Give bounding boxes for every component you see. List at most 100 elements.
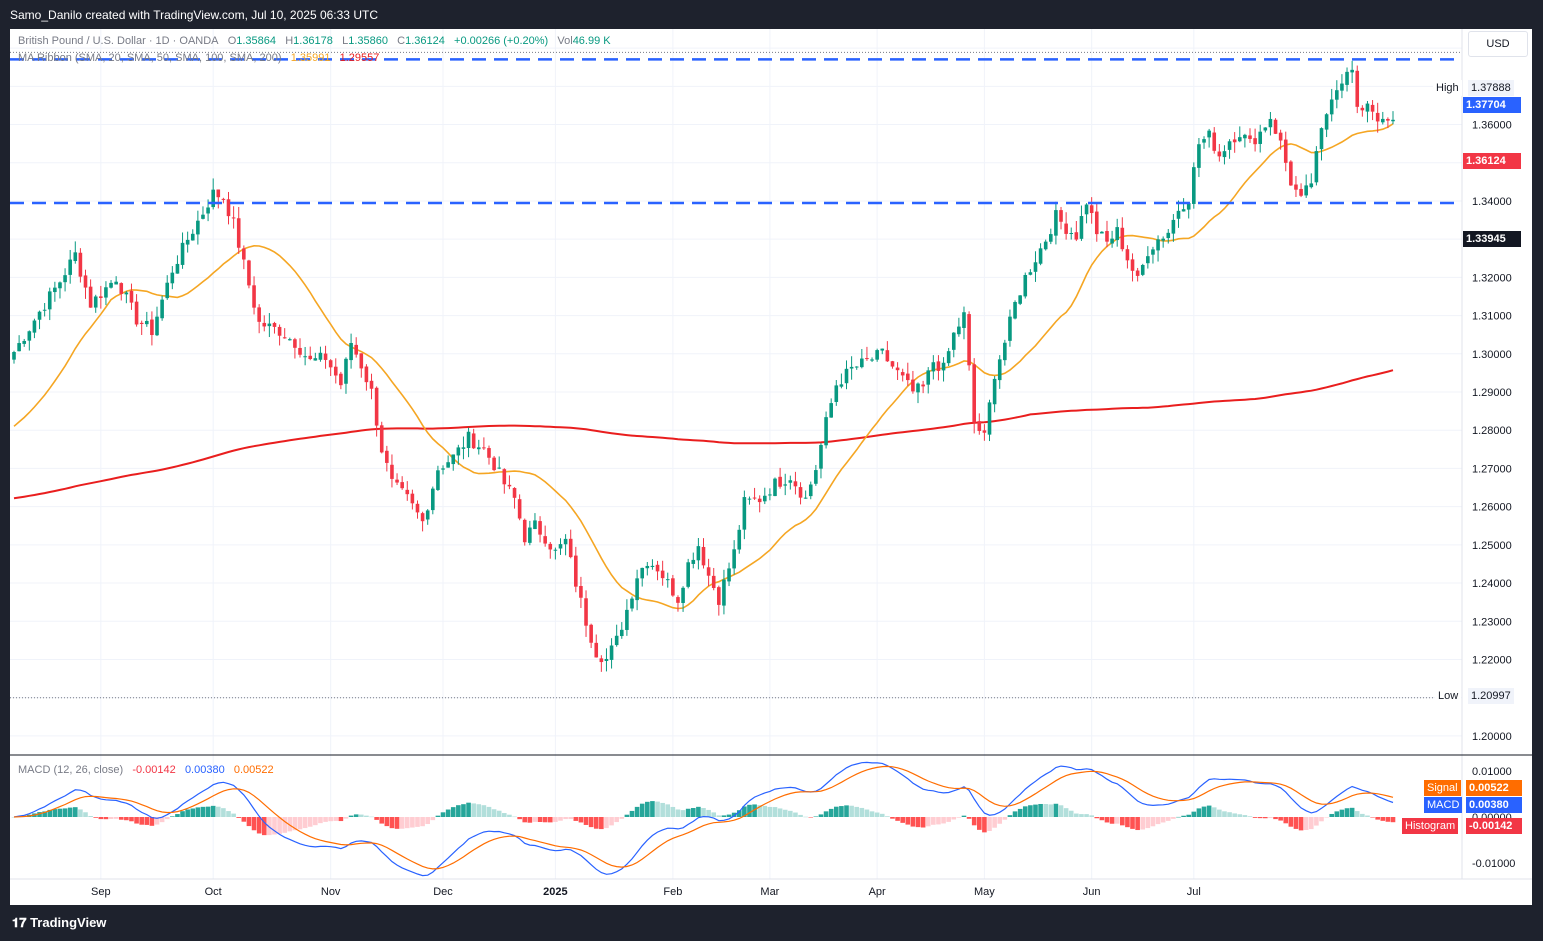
candle-body	[93, 296, 98, 308]
candle-body	[272, 322, 277, 327]
candle-body	[870, 359, 874, 361]
time-label: Nov	[321, 886, 341, 898]
candle-body	[451, 454, 456, 465]
candle-body	[369, 380, 374, 389]
macd-histogram-bar	[93, 817, 99, 818]
macd-histogram-bar	[333, 817, 339, 821]
time-label: Sep	[91, 886, 111, 898]
candle-body	[844, 368, 849, 384]
macd-histogram-bar	[915, 817, 921, 828]
candle-body	[824, 417, 828, 446]
macd-histogram-bar	[920, 817, 926, 828]
candle-body	[492, 457, 496, 471]
candle-body	[466, 431, 471, 449]
macd-histogram-bar	[931, 817, 936, 825]
macd-histogram-bar	[139, 817, 144, 825]
chart-canvas[interactable]: 1.380001.370001.360001.350001.340001.330…	[10, 29, 1532, 905]
macd-histogram-bar	[348, 815, 354, 817]
candle-body	[814, 470, 818, 484]
candle-body	[778, 476, 782, 487]
vol-value: 46.99 K	[572, 35, 611, 47]
high-label: H	[285, 35, 294, 47]
candle-body	[1028, 272, 1033, 275]
candle-body	[722, 579, 726, 606]
candle-body	[538, 521, 542, 535]
candle-body	[619, 629, 624, 637]
ma-label: MA Ribbon (SMA, 20, SMA, 50, SMA, 100, S…	[18, 52, 282, 64]
macd-histogram-bar	[445, 809, 451, 817]
macd-histogram-bar	[47, 809, 53, 817]
candle-body	[308, 355, 313, 360]
time-label: Apr	[869, 886, 886, 898]
candle-body	[476, 447, 481, 450]
candle-body	[594, 642, 599, 658]
candle-body	[635, 578, 639, 601]
candle-body	[318, 352, 323, 360]
candle-body	[941, 362, 946, 371]
macd-histogram-bar	[338, 817, 344, 822]
macd-histogram-bar	[1273, 817, 1278, 820]
candle-body	[788, 480, 793, 483]
macd-histogram-bar	[282, 817, 287, 833]
macd-histogram-bar	[134, 817, 139, 824]
macd-histogram-bar	[404, 817, 410, 829]
macd-histogram-bar	[277, 817, 282, 834]
candle-body	[849, 366, 854, 369]
macd-histogram-bar	[241, 817, 247, 822]
tradingview-logo[interactable]: 𝟏𝟕 TradingView	[12, 915, 106, 931]
chart-frame[interactable]: 1.380001.370001.360001.350001.340001.330…	[10, 29, 1532, 905]
macd-histogram-bar	[747, 804, 752, 817]
candle-body	[1146, 256, 1150, 264]
candle-body	[1340, 83, 1344, 91]
candle-body	[1166, 232, 1171, 239]
macd-histogram-bar	[129, 817, 134, 822]
candle-body	[1335, 90, 1339, 100]
macd-histogram-bar	[353, 814, 359, 817]
tv-icon: 𝟏𝟕	[12, 915, 31, 930]
candle-body	[196, 220, 200, 235]
candle-body	[379, 425, 384, 453]
macd-histogram-bar	[941, 817, 946, 824]
candle-body	[614, 635, 619, 646]
macd-histogram-bar	[568, 817, 574, 820]
candle-body	[109, 282, 113, 288]
candle-body	[839, 384, 844, 387]
macd-histogram-bar	[175, 814, 180, 817]
high-value: 1.36178	[293, 35, 333, 47]
candle-body	[1289, 161, 1293, 186]
macd-histogram-bar	[1365, 815, 1370, 817]
candle-body	[967, 314, 971, 366]
macd-histogram-bar	[971, 817, 977, 826]
candle-body	[727, 568, 731, 582]
candle-body	[339, 373, 343, 386]
macd-histogram-bar	[946, 817, 951, 822]
macd-histogram-bar	[752, 804, 757, 817]
candle-body	[119, 283, 124, 294]
candle-body	[1033, 262, 1038, 272]
macd-histogram-bar	[956, 817, 962, 818]
candle-body	[517, 499, 522, 519]
candle-body	[1084, 204, 1089, 215]
candle-body	[793, 481, 798, 487]
candle-body	[926, 370, 931, 385]
macd-histogram-bar	[491, 809, 497, 817]
macd-histogram-bar	[701, 808, 706, 817]
macd-histogram-bar	[481, 805, 487, 817]
candle-body	[625, 609, 629, 630]
macd-histogram-bar	[1370, 817, 1375, 818]
ma-legend: MA Ribbon (SMA, 20, SMA, 50, SMA, 100, S…	[18, 52, 379, 64]
candle-body	[548, 543, 553, 550]
macd-histogram-bar	[149, 817, 155, 826]
macd-histogram-bar	[849, 805, 854, 817]
candle-body	[354, 344, 358, 355]
currency-button[interactable]: USD	[1468, 31, 1528, 57]
macd-histogram-bar	[261, 817, 267, 836]
macd-label: MACD (12, 26, close)	[18, 764, 124, 776]
candle-body	[1375, 112, 1380, 122]
macd-histogram-bar	[144, 817, 150, 825]
candle-body	[78, 252, 83, 277]
macd-histogram-bar	[951, 817, 957, 820]
ma-value-200: 1.29557	[339, 52, 380, 64]
macd-histogram-bar	[839, 806, 844, 817]
sma20-line	[13, 123, 1394, 610]
